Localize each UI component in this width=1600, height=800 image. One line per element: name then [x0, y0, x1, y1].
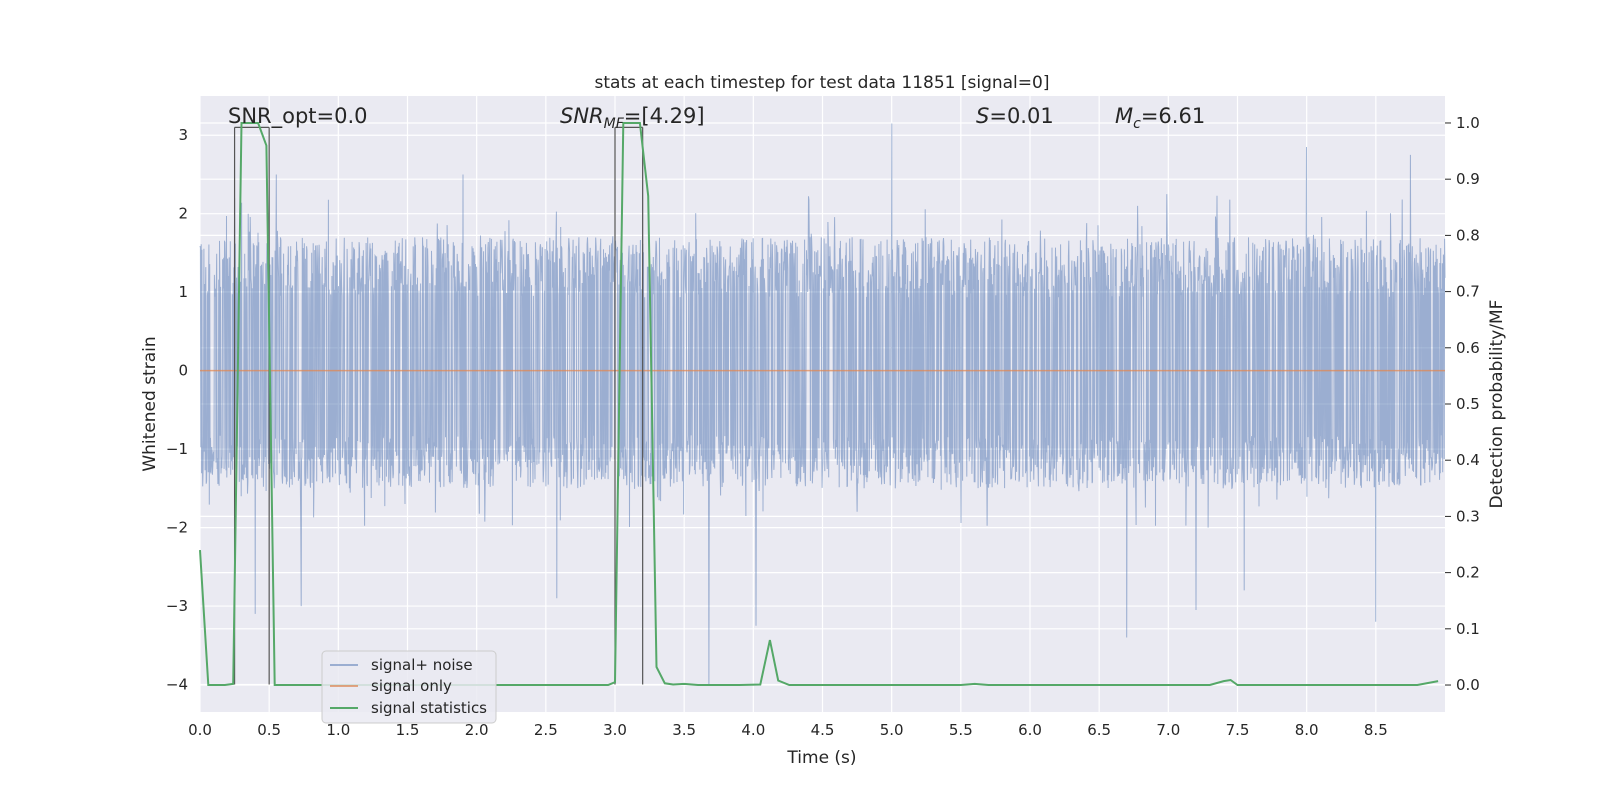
y-tick-label: −3 [166, 597, 188, 615]
x-tick-label: 7.5 [1226, 721, 1250, 739]
x-tick-label: 5.5 [949, 721, 973, 739]
y2-tick-label: 0.3 [1456, 507, 1480, 525]
mc-annotation: Mc=6.61 [1115, 104, 1205, 132]
legend: signal+ noise signal only signal statist… [321, 650, 497, 724]
legend-label-signal-only: signal only [371, 677, 452, 695]
y-axis-ticks: −4 −3 −2 −1 0 1 2 3 [166, 126, 188, 693]
mc-value: =6.61 [1141, 104, 1205, 128]
y-tick-label: 0 [178, 362, 188, 380]
x-tick-label: 8.5 [1364, 721, 1388, 739]
legend-label-signal-statistics: signal statistics [371, 699, 487, 717]
snr-mf-subscript: MF [604, 116, 625, 132]
snr-mf-annotation: SNRMF=[4.29] [560, 104, 705, 132]
snr-mf-symbol: SNR [560, 104, 604, 128]
y2-tick-label: 0.8 [1456, 226, 1480, 244]
s-symbol: S [976, 104, 989, 128]
y-tick-label: −2 [166, 519, 188, 537]
x-axis-label: Time (s) [786, 748, 856, 768]
y2-tick-label: 0.2 [1456, 564, 1480, 582]
x-tick-label: 5.0 [880, 721, 904, 739]
x-tick-label: 3.0 [603, 721, 627, 739]
s-annotation: S=0.01 [976, 104, 1054, 128]
y2-tick-label: 0.5 [1456, 395, 1480, 413]
legend-label-signal-noise: signal+ noise [371, 656, 473, 674]
signal-statistics-line [199, 122, 1439, 686]
x-tick-label: 4.5 [811, 721, 835, 739]
y2-tick-label: 0.6 [1456, 339, 1480, 357]
y2-tick-label: 0.4 [1456, 451, 1480, 469]
x-tick-label: 1.0 [326, 721, 350, 739]
y-tick-label: 1 [178, 283, 188, 301]
y2-axis-label: Detection probability/MF [1487, 300, 1507, 509]
x-tick-label: 0.5 [257, 721, 281, 739]
snr-mf-value: =[4.29] [624, 104, 705, 128]
x-tick-label: 2.0 [465, 721, 489, 739]
x-tick-label: 0.0 [188, 721, 212, 739]
y2-tick-label: 0.0 [1456, 676, 1480, 694]
y-tick-label: −1 [166, 440, 188, 458]
y2-tick-label: 1.0 [1456, 114, 1480, 132]
x-tick-label: 3.5 [672, 721, 696, 739]
y2-tick-label: 0.9 [1456, 170, 1480, 188]
y-tick-label: 2 [178, 205, 188, 223]
y2-tick-label: 0.1 [1456, 620, 1480, 638]
s-value: =0.01 [989, 104, 1053, 128]
mc-symbol: M [1115, 104, 1133, 128]
x-tick-label: 7.0 [1156, 721, 1180, 739]
mc-subscript: c [1133, 116, 1141, 132]
chart-title: stats at each timestep for test data 118… [595, 73, 1050, 93]
x-axis-ticks: 0.0 0.5 1.0 1.5 2.0 2.5 3.0 3.5 4.0 4.5 5.0 5.5 6.0 6… [188, 721, 1388, 739]
x-tick-label: 4.0 [741, 721, 765, 739]
x-tick-label: 6.5 [1087, 721, 1111, 739]
y-tick-label: −4 [166, 676, 188, 694]
signal-statistics-series [199, 122, 1439, 686]
snr-opt-annotation: SNR_opt=0.0 [228, 104, 368, 129]
signal-noise-series [199, 123, 1446, 685]
x-tick-label: 1.5 [396, 721, 420, 739]
signal-noise-line [199, 123, 1446, 685]
y-tick-label: 3 [178, 126, 188, 144]
legend-box [321, 650, 497, 724]
x-tick-label: 6.0 [1018, 721, 1042, 739]
y2-axis-ticks: 0.0 0.1 0.2 0.3 0.4 0.5 0.6 0.7 0.8 0.9 1.0 [1445, 114, 1480, 694]
y2-tick-label: 0.7 [1456, 283, 1480, 301]
y-axis-label: Whitened strain [140, 336, 160, 471]
x-tick-label: 8.0 [1295, 721, 1319, 739]
x-tick-label: 2.5 [534, 721, 558, 739]
